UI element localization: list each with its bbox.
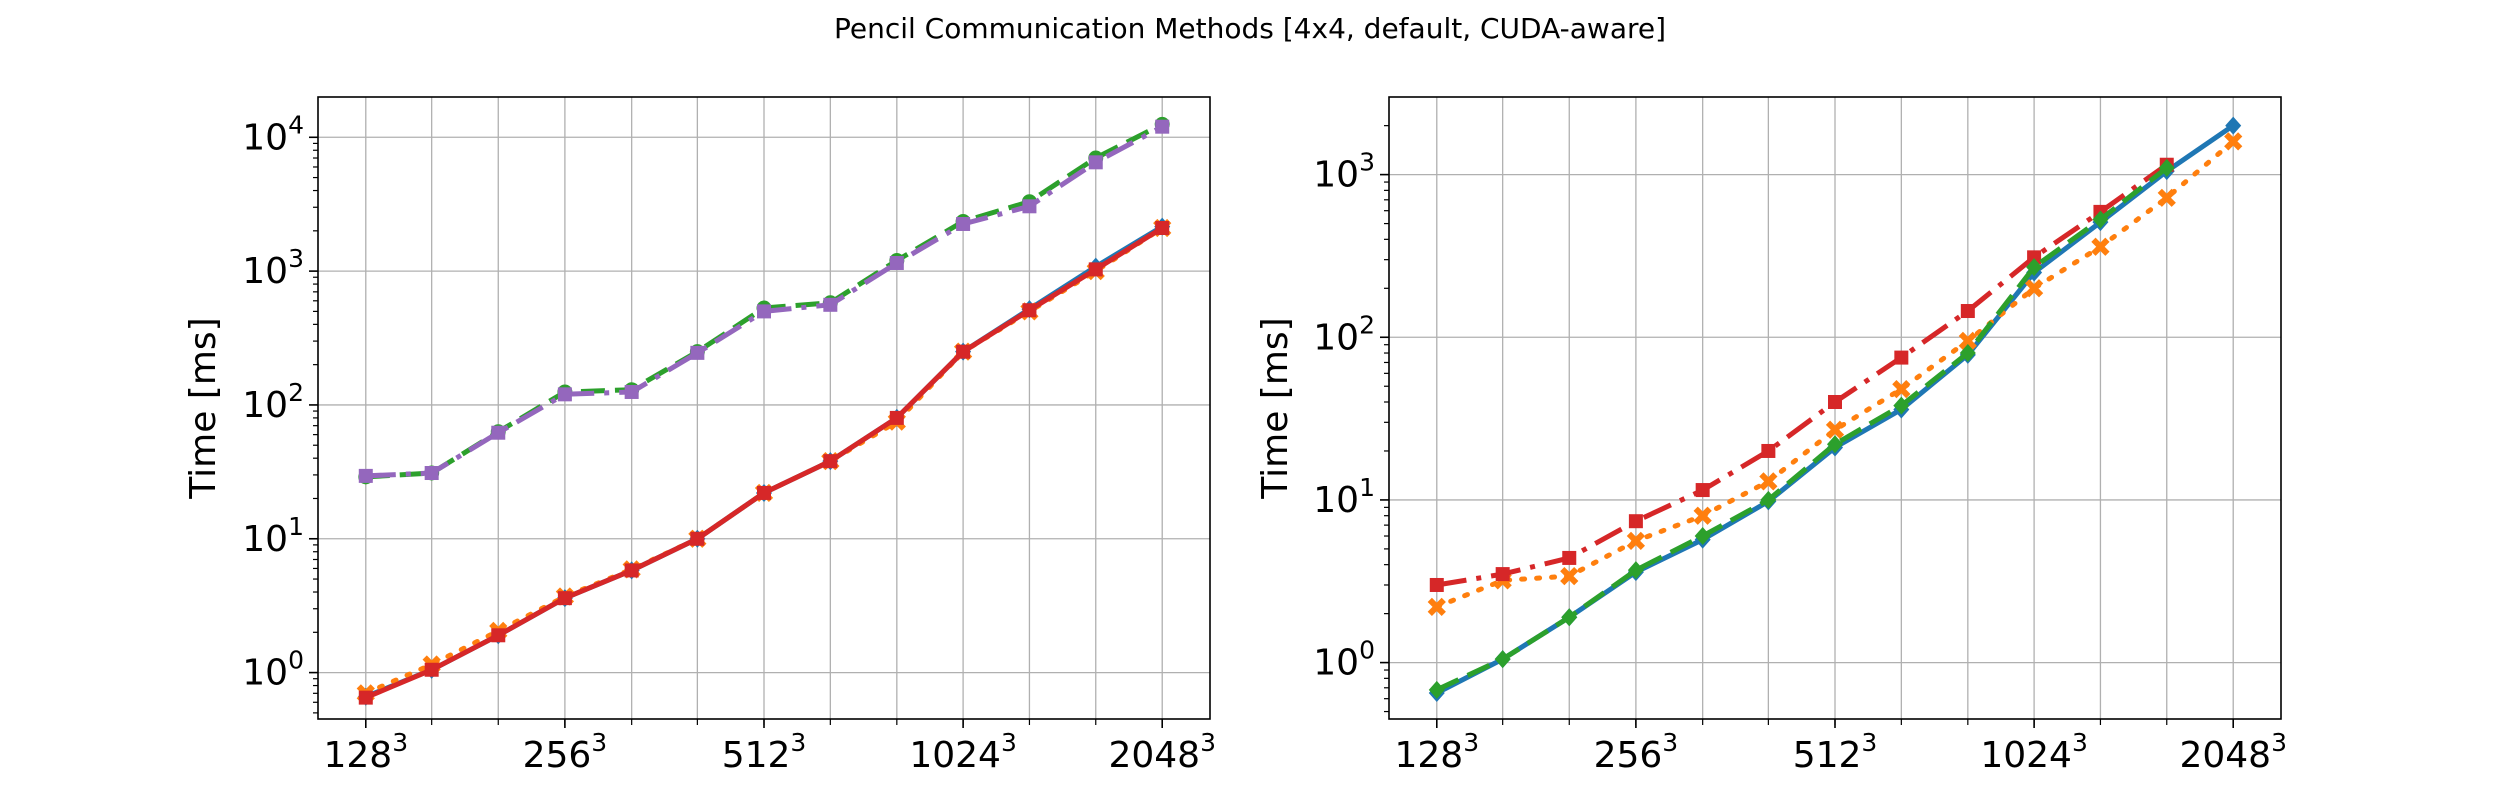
left-chart: 100 101 102 103 104 1283 2563 5123 10243 20483 Tim… — [183, 96, 1216, 776]
data-point — [1828, 394, 1842, 409]
data-point — [1694, 527, 1711, 546]
series-1 — [1427, 132, 2243, 617]
data-point — [956, 344, 971, 359]
data-point — [823, 454, 838, 469]
data-point — [2225, 116, 2242, 135]
data-point — [1495, 567, 1510, 582]
data-point — [358, 468, 373, 483]
data-point — [757, 485, 771, 500]
data-point — [1494, 650, 1511, 669]
data-point — [1959, 344, 1976, 363]
data-point — [1827, 435, 1843, 454]
y-tick-label: 102 — [242, 378, 304, 426]
data-point — [1155, 220, 1170, 235]
data-point — [1960, 304, 1975, 319]
data-point — [624, 384, 639, 399]
x-tick-label: 10243 — [1980, 728, 2088, 776]
data-point — [1825, 420, 1845, 439]
data-point — [2092, 210, 2109, 229]
x-tick-label: 20483 — [2179, 728, 2287, 776]
data-point — [1894, 350, 1909, 365]
data-point — [1088, 155, 1103, 170]
series-3 — [358, 119, 1170, 483]
y-tick-label: 101 — [242, 512, 304, 560]
data-point — [2157, 188, 2176, 207]
data-point — [1562, 550, 1577, 565]
data-point — [2091, 237, 2110, 256]
figure-title: Pencil Communication Methods [4x4, defau… — [834, 12, 1666, 45]
y-tick-label: 100 — [1313, 636, 1375, 684]
y-tick-label: 104 — [242, 110, 304, 158]
x-tick-label: 10243 — [909, 728, 1017, 776]
data-point — [1155, 119, 1170, 134]
grid — [1389, 97, 2281, 719]
data-point — [889, 410, 904, 425]
x-tick-label: 2563 — [1594, 728, 1679, 776]
data-point — [424, 662, 439, 677]
data-point — [1429, 577, 1444, 592]
data-point — [2158, 158, 2175, 177]
data-point — [889, 255, 904, 270]
data-point — [491, 425, 506, 440]
data-point — [1428, 680, 1445, 699]
data-point — [557, 387, 572, 402]
data-point — [1760, 490, 1777, 509]
data-point — [1427, 597, 1446, 617]
data-point — [1022, 199, 1037, 214]
data-point — [1627, 561, 1644, 580]
series-3 — [1428, 158, 2175, 699]
data-point — [624, 563, 639, 578]
data-point — [2224, 132, 2243, 151]
x-tick-label: 5123 — [722, 728, 807, 776]
y-tick-label: 103 — [242, 244, 304, 292]
x-tick-label: 1283 — [1394, 728, 1479, 776]
data-point — [1561, 608, 1578, 627]
data-point — [1893, 396, 1910, 415]
data-point — [690, 345, 705, 360]
data-point — [956, 216, 971, 231]
data-point — [1628, 514, 1643, 529]
x-tick-label: 2563 — [523, 728, 608, 776]
series-4 — [358, 220, 1170, 705]
data-point — [358, 690, 373, 705]
data-point — [757, 304, 771, 319]
series-line — [1435, 165, 2169, 693]
data-point — [2027, 250, 2042, 265]
y-tick-label: 101 — [1313, 473, 1375, 521]
data-point — [1759, 472, 1778, 491]
series-line — [1436, 162, 2169, 588]
y-tick-label: 100 — [242, 646, 304, 694]
data-point — [1695, 483, 1710, 498]
data-point — [557, 591, 572, 606]
data-point — [2024, 279, 2044, 298]
data-point — [424, 466, 439, 481]
grid — [318, 97, 1210, 719]
right-chart: 100 101 102 103 1283 2563 5123 10243 20483 Time [… — [1255, 96, 2287, 776]
data-point — [1892, 379, 1911, 399]
data-point — [1626, 531, 1646, 551]
data-point — [1761, 443, 1776, 458]
y-axis-label: Time [ms] — [183, 317, 224, 499]
data-point — [2026, 258, 2043, 277]
x-tick-label: 1283 — [323, 728, 408, 776]
y-tick-label: 103 — [1313, 148, 1375, 196]
x-tick-label: 5123 — [1793, 728, 1878, 776]
series-2 — [1429, 157, 2174, 592]
data-point — [1088, 262, 1103, 277]
data-point — [823, 297, 838, 312]
data-point — [1560, 567, 1579, 586]
y-tick-label: 102 — [1313, 310, 1375, 358]
data-point — [1958, 331, 1977, 351]
data-point — [690, 531, 705, 546]
data-point — [1693, 506, 1712, 525]
data-point — [1022, 303, 1037, 318]
x-tick-label: 20483 — [1108, 728, 1216, 776]
data-point — [491, 628, 506, 643]
y-axis-label: Time [ms] — [1255, 317, 1296, 499]
